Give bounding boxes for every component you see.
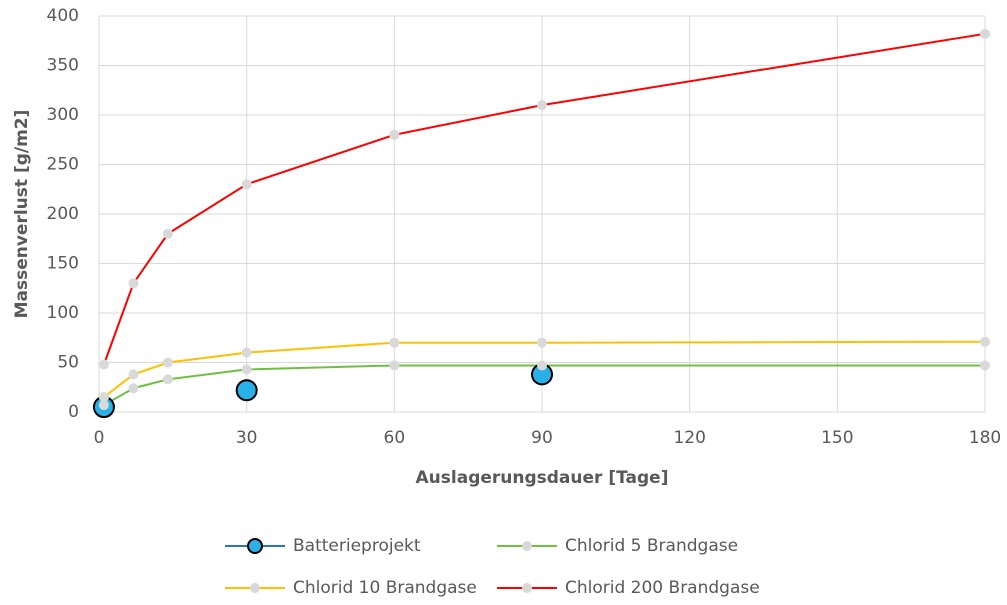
data-point bbox=[389, 337, 400, 348]
y-tick-label: 50 bbox=[57, 353, 79, 373]
data-point bbox=[389, 360, 400, 371]
legend-marker bbox=[522, 583, 532, 593]
legend-label: Chlorid 10 Brandgase bbox=[293, 578, 477, 598]
data-point bbox=[980, 28, 990, 39]
legend-label: Chlorid 200 Brandgase bbox=[565, 578, 760, 598]
y-tick-label: 400 bbox=[47, 6, 79, 26]
data-point bbox=[235, 379, 258, 402]
y-tick-label: 300 bbox=[47, 105, 79, 125]
x-tick-label: 30 bbox=[236, 428, 258, 448]
data-point bbox=[98, 359, 109, 370]
legend-marker bbox=[250, 583, 260, 593]
x-tick-label: 120 bbox=[673, 428, 705, 448]
data-point bbox=[162, 228, 173, 239]
x-axis-label: Auslagerungsdauer [Tage] bbox=[416, 468, 669, 488]
data-point bbox=[162, 357, 173, 368]
legend-label: Batterieprojekt bbox=[293, 536, 421, 556]
data-point bbox=[241, 364, 252, 375]
y-axis-label: Massenverlust [g/m2] bbox=[12, 110, 32, 319]
x-tick-label: 60 bbox=[384, 428, 406, 448]
legend-marker bbox=[247, 538, 263, 554]
data-point bbox=[241, 347, 252, 358]
y-tick-label: 0 bbox=[68, 402, 79, 422]
y-tick-label: 250 bbox=[47, 155, 79, 175]
x-tick-label: 150 bbox=[821, 428, 853, 448]
series-line bbox=[102, 32, 986, 365]
x-tick-label: 90 bbox=[531, 428, 553, 448]
data-point bbox=[537, 100, 547, 111]
data-point bbox=[389, 129, 400, 140]
data-point bbox=[980, 360, 990, 371]
data-point bbox=[128, 383, 139, 394]
y-tick-label: 350 bbox=[47, 56, 79, 76]
data-point bbox=[98, 400, 109, 411]
data-point bbox=[241, 179, 252, 190]
data-point bbox=[128, 278, 139, 289]
data-point bbox=[537, 360, 547, 371]
data-point bbox=[98, 392, 109, 403]
data-point bbox=[980, 336, 990, 347]
data-point bbox=[537, 337, 547, 348]
y-tick-label: 150 bbox=[47, 254, 79, 274]
data-point bbox=[128, 369, 139, 380]
y-tick-label: 200 bbox=[47, 204, 79, 224]
legend-marker bbox=[522, 541, 532, 551]
data-point bbox=[162, 374, 173, 385]
legend-label: Chlorid 5 Brandgase bbox=[565, 536, 738, 556]
x-tick-label: 180 bbox=[969, 428, 1001, 448]
x-tick-label: 0 bbox=[94, 428, 105, 448]
y-tick-label: 100 bbox=[47, 303, 79, 323]
